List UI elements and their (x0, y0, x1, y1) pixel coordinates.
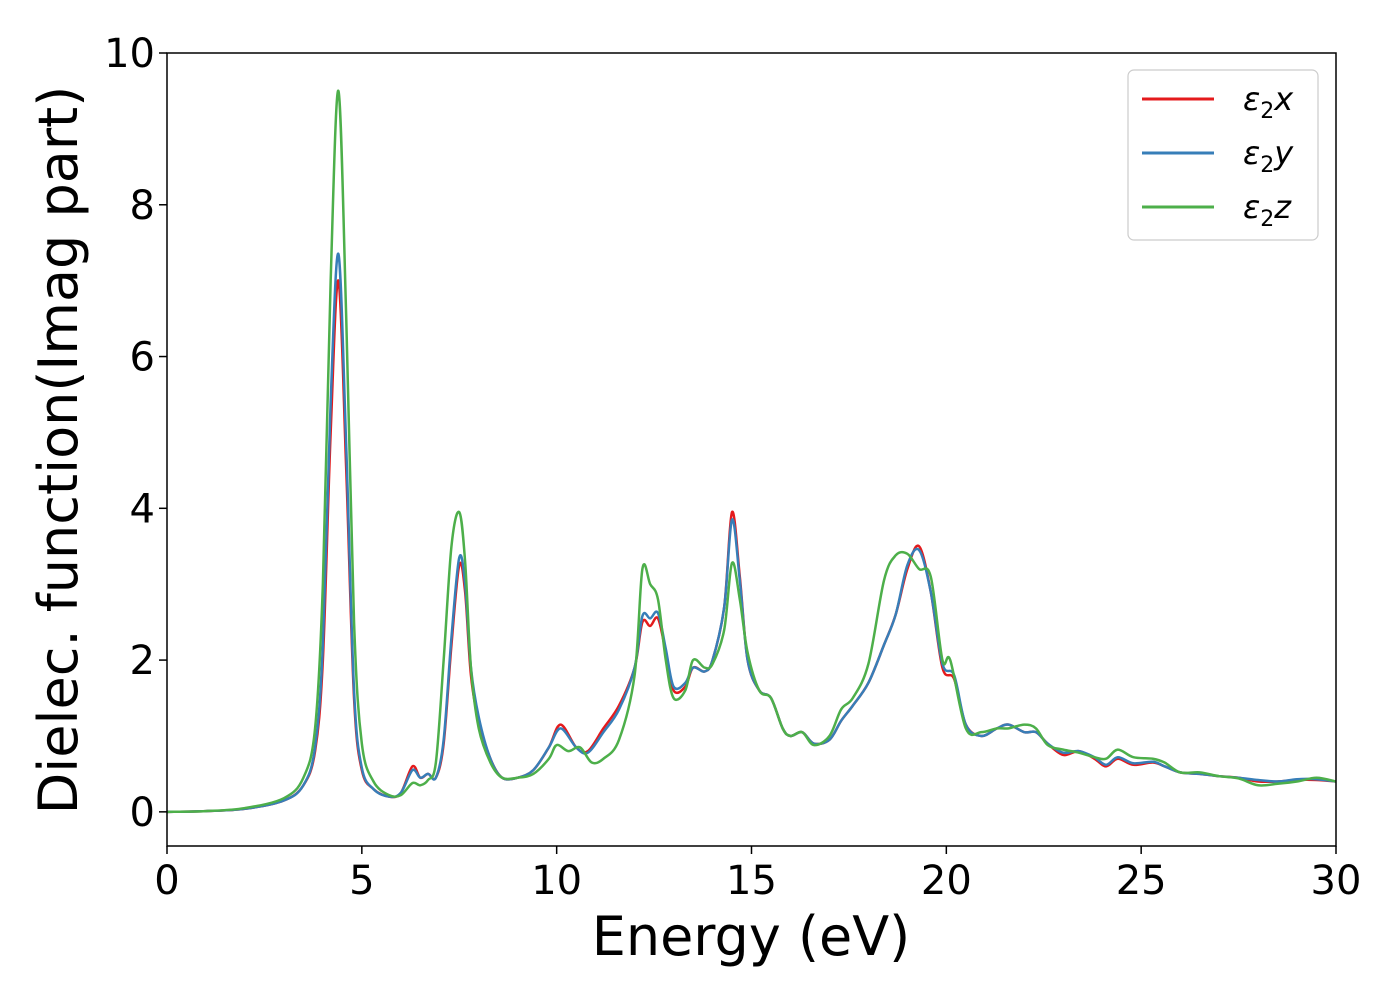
legend: ε2x ε2y ε2z (1127, 69, 1319, 241)
x-tick-label: 15 (726, 858, 777, 904)
x-axis: 0 5 10 15 20 25 30 (154, 846, 1361, 904)
y-axis-title: Dielec. function(Imag part) (27, 86, 90, 815)
y-tick-label: 4 (130, 486, 155, 532)
y-tick-label: 6 (130, 335, 155, 381)
legend-box (1127, 69, 1319, 241)
x-tick-label: 10 (531, 858, 582, 904)
y-axis: 0 2 4 6 8 10 (104, 31, 167, 836)
series-layer (166, 89, 1337, 814)
y-tick-label: 10 (104, 31, 155, 77)
x-tick-label: 25 (1116, 858, 1167, 904)
x-tick-label: 20 (921, 858, 972, 904)
legend-label-x: ε2x (1243, 80, 1294, 124)
x-tick-label: 30 (1311, 858, 1362, 904)
y-tick-label: 0 (130, 790, 155, 836)
legend-label-y: ε2y (1243, 134, 1294, 178)
x-axis-title: Energy (eV) (592, 905, 911, 968)
y-tick-label: 8 (130, 183, 155, 229)
x-tick-label: 0 (154, 858, 179, 904)
series-line-z (166, 89, 1337, 814)
x-tick-label: 5 (349, 858, 374, 904)
y-tick-label: 2 (130, 638, 155, 684)
legend-label-z: ε2z (1243, 188, 1292, 232)
